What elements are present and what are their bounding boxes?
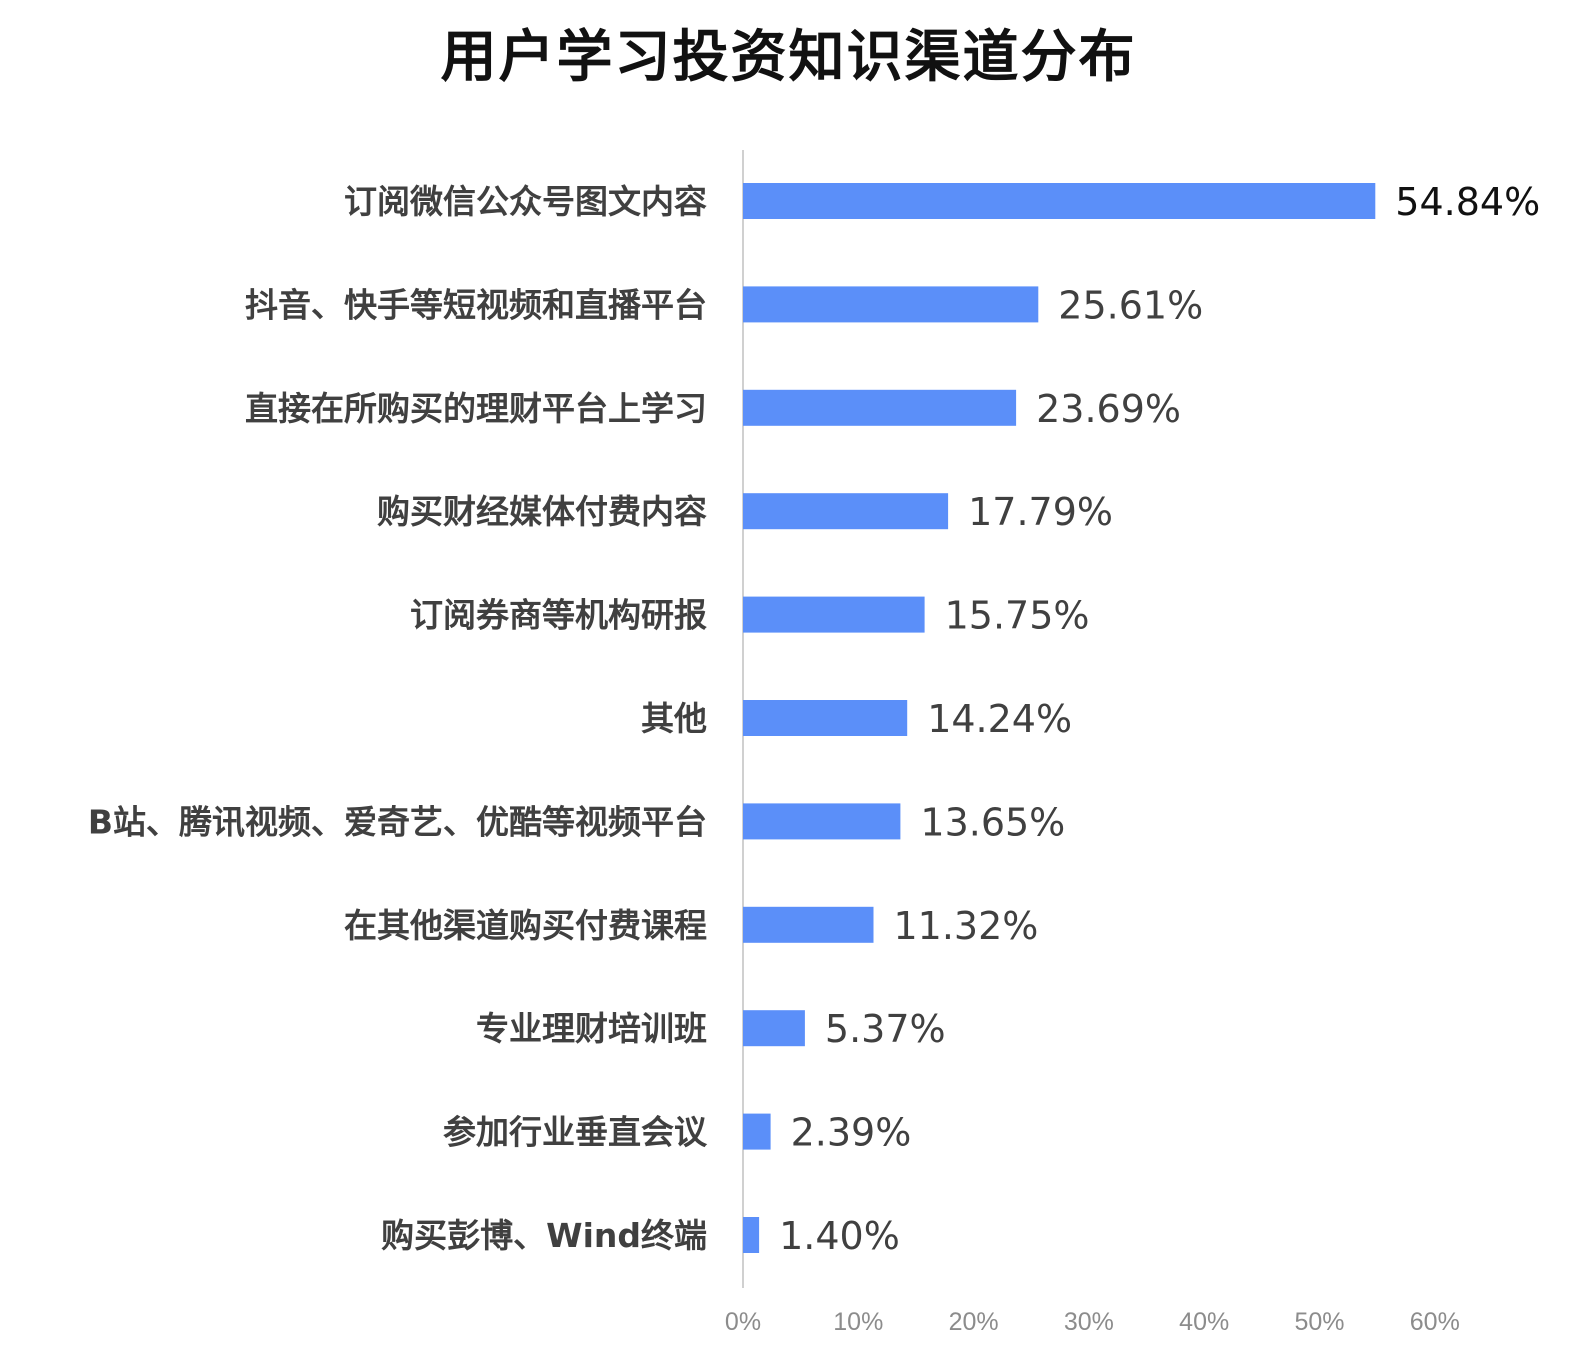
bar [743,1010,805,1047]
bar [743,183,1376,219]
bar [743,493,949,530]
category-label: B站、腾讯视频、爱奇艺、优酷等视频平台 [88,802,707,841]
category-label: 订阅微信公众号图文内容 [344,182,707,221]
data-label: 15.75% [945,594,1090,638]
bars-layer [743,183,1376,1253]
bar [743,1113,771,1150]
category-label: 直接在所购买的理财平台上学习 [245,389,707,428]
category-label: 专业理财培训班 [476,1009,707,1048]
data-label: 25.61% [1058,283,1203,327]
x-tick-label: 30% [1064,1308,1114,1336]
x-tick-label: 0% [725,1308,761,1336]
data-label: 2.39% [791,1111,912,1155]
ticks-layer: 0% 10% 20% 30% 40% 50% 60% [725,1308,1460,1336]
data-label: 17.79% [968,490,1113,534]
bar [743,803,901,840]
x-tick-label: 20% [949,1308,999,1336]
data-label: 1.40% [779,1214,900,1258]
bar [743,700,908,736]
category-label: 抖音、快手等短视频和直播平台 [245,285,707,324]
bar [743,286,1039,323]
category-label: 在其他渠道购买付费课程 [344,906,707,945]
category-label: 参加行业垂直会议 [443,1113,708,1152]
data-label: 54.84% [1395,180,1540,224]
chart-title: 用户学习投资知识渠道分布 [440,25,1137,90]
category-label: 其他 [641,699,707,738]
bar [743,389,1017,426]
data-label: 13.65% [920,800,1065,844]
category-label: 购买财经媒体付费内容 [377,492,707,531]
data-label: 14.24% [927,697,1072,741]
x-tick-label: 40% [1179,1308,1229,1336]
labels-layer: 订阅微信公众号图文内容 54.84% 抖音、快手等短视频和直播平台 25.61% 直接在… [88,180,1540,1258]
bar [743,1217,760,1253]
x-tick-label: 60% [1410,1308,1460,1336]
category-label: 购买彭博、Wind终端 [381,1216,707,1255]
x-tick-label: 10% [833,1308,883,1336]
x-tick-label: 50% [1294,1308,1344,1336]
data-label: 5.37% [825,1007,946,1051]
data-label: 11.32% [894,904,1039,948]
category-label: 订阅券商等机构研报 [410,596,707,635]
bar [743,906,874,943]
data-label: 23.69% [1036,387,1181,431]
bar [743,596,925,633]
